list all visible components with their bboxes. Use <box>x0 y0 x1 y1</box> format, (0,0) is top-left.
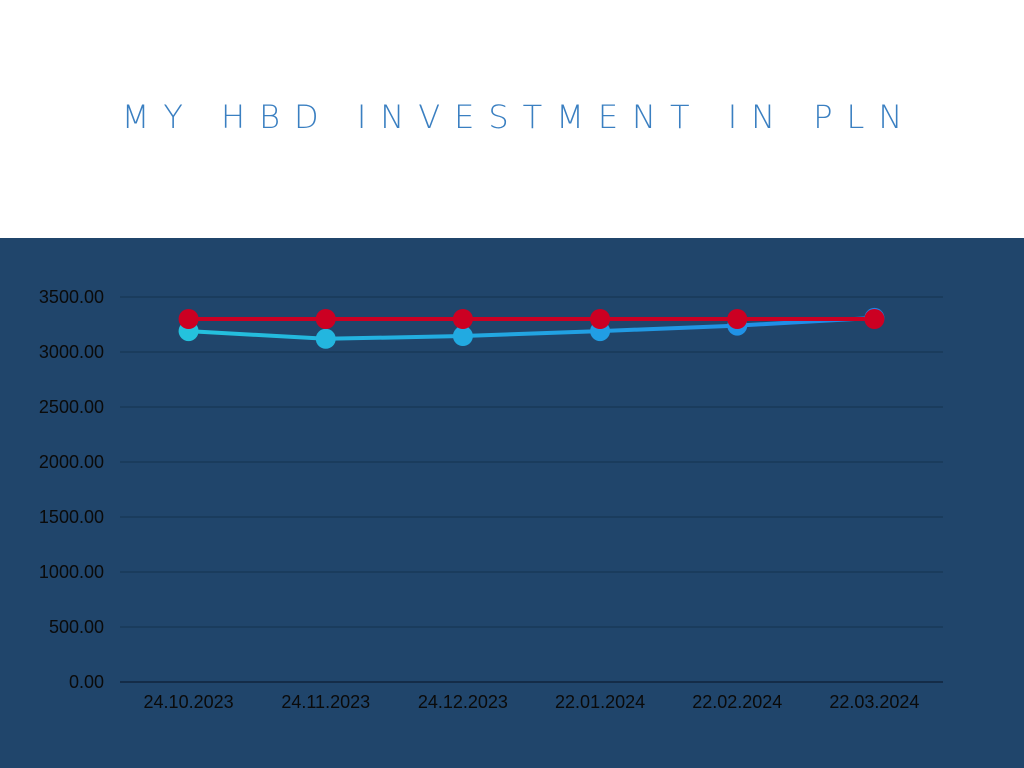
y-tick-label: 3500.00 <box>39 287 104 307</box>
y-tick-label: 3000.00 <box>39 342 104 362</box>
series-invested-point <box>727 309 748 329</box>
series-invested-point <box>315 309 336 329</box>
series-layer <box>178 307 885 349</box>
chart-title: MY HBD INVESTMENT IN PLN <box>121 98 917 136</box>
x-tick-label: 22.01.2024 <box>555 692 645 712</box>
series-value-point <box>315 328 336 349</box>
header: MY HBD INVESTMENT IN PLN <box>0 0 1024 238</box>
x-tick-label: 24.12.2023 <box>418 692 508 712</box>
gridlines <box>120 296 943 683</box>
x-tick-label: 22.03.2024 <box>829 692 919 712</box>
series-value-line <box>186 315 877 341</box>
series-invested-point <box>178 309 199 329</box>
x-tick-label: 24.10.2023 <box>144 692 234 712</box>
y-tick-label: 1000.00 <box>39 562 104 582</box>
series-value-point <box>452 326 473 347</box>
chart-panel <box>0 238 1024 768</box>
series-invested-point <box>864 309 885 329</box>
y-tick-label: 1500.00 <box>39 507 104 527</box>
series-invested-point <box>590 309 611 329</box>
x-tick-label: 24.11.2023 <box>281 692 370 712</box>
y-tick-label: 2500.00 <box>39 397 104 417</box>
y-tick-label: 0.00 <box>69 672 104 692</box>
x-axis-ticks: 24.10.2023 24.11.2023 24.12.2023 22.01.2024… <box>144 692 920 712</box>
x-tick-label: 22.02.2024 <box>692 692 782 712</box>
y-tick-label: 2000.00 <box>39 452 104 472</box>
y-tick-label: 500.00 <box>49 617 104 637</box>
series-invested-point <box>452 309 473 329</box>
y-axis-ticks: 0.00 500.00 1000.00 1500.00 2000.00 2500.00 30… <box>39 287 104 692</box>
